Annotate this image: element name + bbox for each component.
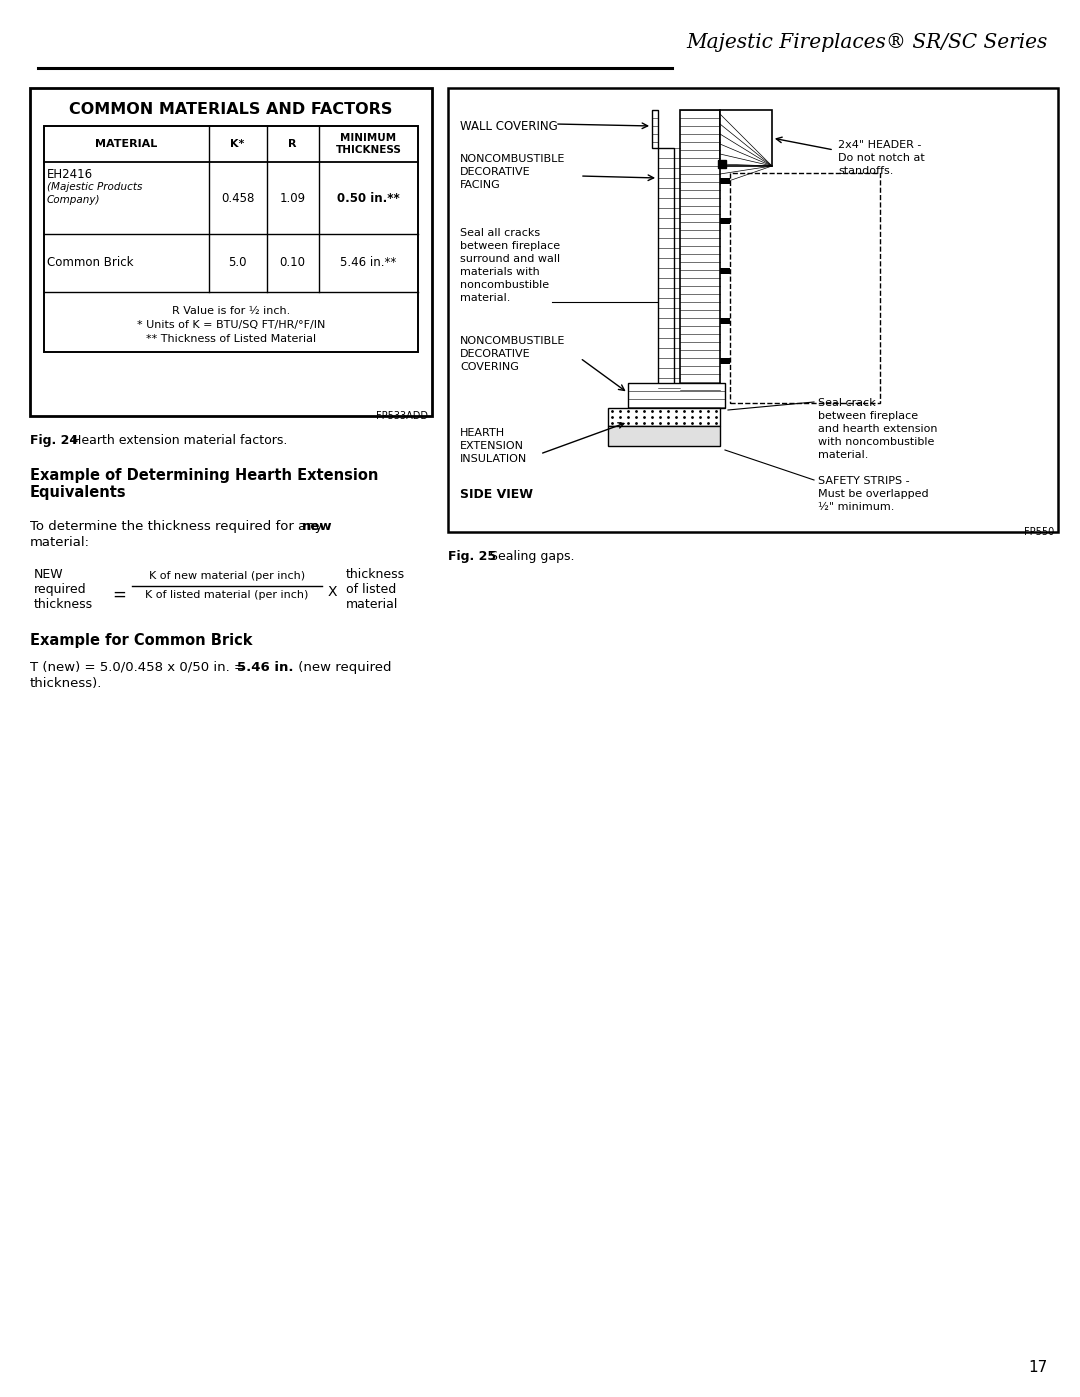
Text: 0.458: 0.458	[220, 191, 254, 204]
Text: Must be overlapped: Must be overlapped	[818, 489, 929, 499]
Text: materials with: materials with	[460, 267, 540, 277]
Text: DECORATIVE: DECORATIVE	[460, 168, 530, 177]
Text: ** Thickness of Listed Material: ** Thickness of Listed Material	[146, 334, 316, 344]
Text: required: required	[33, 583, 86, 597]
Text: thickness: thickness	[346, 569, 405, 581]
Text: between fireplace: between fireplace	[460, 242, 561, 251]
Text: of listed: of listed	[346, 583, 396, 597]
Bar	[680, 110, 720, 398]
Text: thickness).: thickness).	[30, 678, 103, 690]
Bar	[720, 110, 772, 166]
Text: standoffs.: standoffs.	[838, 166, 893, 176]
Text: MATERIAL: MATERIAL	[95, 138, 158, 149]
Text: R Value is for ½ inch.: R Value is for ½ inch.	[172, 306, 291, 316]
Text: Company): Company)	[48, 196, 100, 205]
Text: Fig. 25: Fig. 25	[448, 550, 496, 563]
Text: material:: material:	[30, 536, 90, 549]
Text: T (new) = 5.0/0.458 x 0/50 in. =: T (new) = 5.0/0.458 x 0/50 in. =	[30, 661, 249, 673]
Bar	[720, 218, 730, 224]
Text: 0.10: 0.10	[280, 257, 306, 270]
Text: noncombustible: noncombustible	[460, 279, 549, 291]
Text: 2x4" HEADER -: 2x4" HEADER -	[838, 140, 921, 149]
Bar	[658, 148, 674, 398]
Text: 1.09: 1.09	[280, 191, 306, 204]
Text: To determine the thickness required for any: To determine the thickness required for …	[30, 520, 327, 534]
Text: X: X	[328, 585, 337, 599]
Text: new: new	[302, 520, 333, 534]
Bar	[44, 126, 418, 352]
Text: Fig. 24: Fig. 24	[30, 434, 78, 447]
Bar	[720, 177, 730, 184]
Text: surround and wall: surround and wall	[460, 254, 561, 264]
Text: EXTENSION: EXTENSION	[460, 441, 524, 451]
Bar	[720, 358, 730, 365]
Text: SIDE VIEW: SIDE VIEW	[460, 488, 534, 502]
Text: ½" minimum.: ½" minimum.	[818, 502, 894, 511]
Text: Equivalents: Equivalents	[30, 485, 126, 500]
Text: MINIMUM
THICKNESS: MINIMUM THICKNESS	[336, 133, 402, 155]
Bar	[730, 173, 880, 402]
Text: =: =	[112, 585, 126, 604]
Text: K of new material (per inch): K of new material (per inch)	[149, 571, 305, 581]
Text: Do not notch at: Do not notch at	[838, 154, 924, 163]
Text: 0.50 in.**: 0.50 in.**	[337, 191, 400, 204]
Text: 5.46 in.: 5.46 in.	[237, 661, 294, 673]
Text: * Units of K = BTU/SQ FT/HR/°F/IN: * Units of K = BTU/SQ FT/HR/°F/IN	[137, 320, 325, 330]
Text: FACING: FACING	[460, 180, 501, 190]
Text: material.: material.	[818, 450, 868, 460]
Text: Example for Common Brick: Example for Common Brick	[30, 633, 253, 648]
Text: Example of Determining Hearth Extension: Example of Determining Hearth Extension	[30, 468, 378, 483]
Bar	[608, 408, 720, 426]
Bar	[652, 110, 658, 148]
Bar	[720, 268, 730, 274]
Bar	[448, 88, 1058, 532]
Text: and hearth extension: and hearth extension	[818, 425, 937, 434]
Bar	[720, 319, 730, 324]
Text: material.: material.	[460, 293, 511, 303]
Text: between fireplace: between fireplace	[818, 411, 918, 420]
Text: Sealing gaps.: Sealing gaps.	[482, 550, 575, 563]
Text: Common Brick: Common Brick	[48, 257, 134, 270]
Text: SAFETY STRIPS -: SAFETY STRIPS -	[818, 476, 909, 486]
Text: 5.46 in.**: 5.46 in.**	[340, 257, 396, 270]
Text: Hearth extension material factors.: Hearth extension material factors.	[64, 434, 287, 447]
Text: thickness: thickness	[33, 598, 93, 610]
Text: 17: 17	[1029, 1361, 1048, 1375]
Bar	[30, 88, 432, 416]
Text: FP550: FP550	[1024, 527, 1054, 536]
Text: (new required: (new required	[294, 661, 391, 673]
Text: COVERING: COVERING	[460, 362, 518, 372]
Bar	[627, 383, 725, 408]
Text: INSULATION: INSULATION	[460, 454, 527, 464]
Text: COMMON MATERIALS AND FACTORS: COMMON MATERIALS AND FACTORS	[69, 102, 393, 117]
Text: material: material	[346, 598, 399, 610]
Text: NEW: NEW	[33, 569, 64, 581]
Text: 5.0: 5.0	[228, 257, 247, 270]
Text: R: R	[288, 138, 297, 149]
Text: HEARTH: HEARTH	[460, 427, 505, 439]
Text: K*: K*	[230, 138, 245, 149]
Text: Majestic Fireplaces® SR/SC Series: Majestic Fireplaces® SR/SC Series	[687, 34, 1048, 52]
Text: Seal all cracks: Seal all cracks	[460, 228, 540, 237]
Text: NONCOMBUSTIBLE: NONCOMBUSTIBLE	[460, 337, 565, 346]
Bar	[608, 426, 720, 446]
Bar	[718, 161, 726, 168]
Text: Seal crack: Seal crack	[818, 398, 876, 408]
Text: NONCOMBUSTIBLE: NONCOMBUSTIBLE	[460, 154, 565, 163]
Text: DECORATIVE: DECORATIVE	[460, 349, 530, 359]
Text: (Majestic Products: (Majestic Products	[48, 182, 143, 191]
Text: WALL COVERING: WALL COVERING	[460, 120, 557, 133]
Text: with noncombustible: with noncombustible	[818, 437, 934, 447]
Text: EH2416: EH2416	[48, 168, 93, 182]
Text: K of listed material (per inch): K of listed material (per inch)	[146, 590, 309, 599]
Text: FP533ADD: FP533ADD	[376, 411, 428, 420]
